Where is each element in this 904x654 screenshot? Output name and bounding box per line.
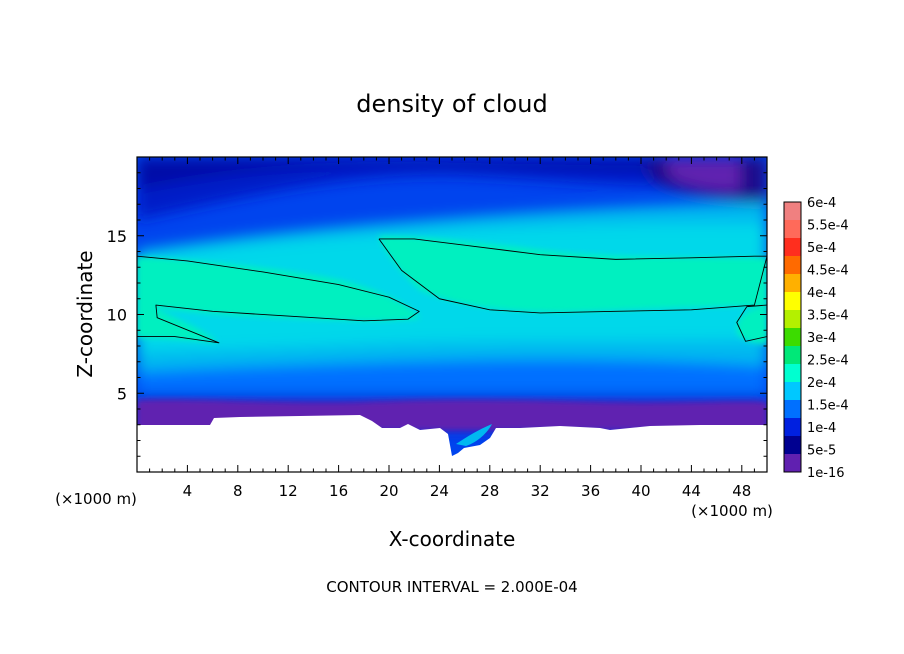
y-axis: 5 10 15 — [107, 172, 767, 457]
x-tick-label: 4 — [183, 482, 193, 500]
y-unit-label: (×1000 m) — [55, 490, 137, 508]
x-tick-label: 36 — [581, 482, 600, 500]
colorbar-label: 1e-16 — [807, 466, 845, 481]
colorbar-label: 3e-4 — [807, 331, 836, 346]
colorbar-segment — [784, 364, 801, 383]
x-tick-label: 12 — [279, 482, 298, 500]
colorbar-segment — [784, 292, 801, 311]
colorbar-segment — [784, 454, 801, 473]
colorbar-segment — [784, 274, 801, 293]
colorbar-label: 1e-4 — [807, 421, 836, 436]
x-axis: 4 8 12 16 20 24 28 32 36 40 44 48 — [149, 157, 755, 500]
colorbar-label: 2e-4 — [807, 376, 836, 391]
colorbar-label: 1.5e-4 — [807, 399, 849, 414]
colorbar-segment — [784, 382, 801, 401]
x-axis-title: X-coordinate — [389, 527, 516, 551]
contour-interval-label: CONTOUR INTERVAL = 2.000E-04 — [326, 578, 577, 596]
colorbar-segment — [784, 418, 801, 437]
colorbar-segment — [784, 238, 801, 257]
x-tick-label: 40 — [631, 482, 650, 500]
colorbar-segment — [784, 346, 801, 365]
colorbar-segment — [784, 310, 801, 329]
contour-line — [736, 304, 767, 342]
colorbar-segment — [784, 400, 801, 419]
y-tick-label: 5 — [117, 384, 127, 403]
colorbar-segment — [784, 328, 801, 347]
contour-line — [137, 255, 420, 344]
colorbar-label: 2.5e-4 — [807, 354, 849, 369]
x-tick-label: 20 — [379, 482, 398, 500]
colorbar-segment — [784, 220, 801, 239]
colorbar-segment — [784, 202, 801, 221]
x-tick-label: 48 — [732, 482, 751, 500]
valley-highlight — [456, 424, 492, 446]
contour-fill-bands — [137, 236, 767, 344]
x-tick-label: 44 — [682, 482, 701, 500]
x-unit-label: (×1000 m) — [691, 502, 773, 520]
colorbar-segment — [784, 256, 801, 275]
colorbar-label: 4e-4 — [807, 286, 836, 301]
chart-title: density of cloud — [356, 90, 547, 118]
plot-area — [137, 157, 767, 472]
x-tick-label: 32 — [531, 482, 550, 500]
x-tick-label: 28 — [480, 482, 499, 500]
colorbar: 6e-4 5.5e-4 5e-4 4.5e-4 4e-4 3.5e-4 3e-4 2.5e-4… — [783, 196, 849, 481]
colorbar-label: 5.5e-4 — [807, 219, 849, 234]
x-tick-label: 8 — [233, 482, 243, 500]
x-tick-label: 16 — [329, 482, 348, 500]
contour-line — [378, 238, 767, 314]
x-tick-label: 24 — [430, 482, 449, 500]
colorbar-label: 6e-4 — [807, 196, 836, 211]
y-tick-label: 15 — [107, 227, 127, 246]
colorbar-frame — [783, 201, 802, 473]
contour-lines — [137, 238, 767, 344]
colorbar-label: 4.5e-4 — [807, 264, 849, 279]
y-axis-title: Z-coordinate — [73, 250, 97, 377]
colorbar-label: 3.5e-4 — [807, 309, 849, 324]
colorbar-label: 5e-4 — [807, 241, 836, 256]
colorbar-segment — [784, 436, 801, 455]
colorbar-label: 5e-5 — [807, 444, 836, 459]
y-tick-label: 10 — [107, 306, 127, 325]
terrain-mask — [137, 415, 767, 472]
